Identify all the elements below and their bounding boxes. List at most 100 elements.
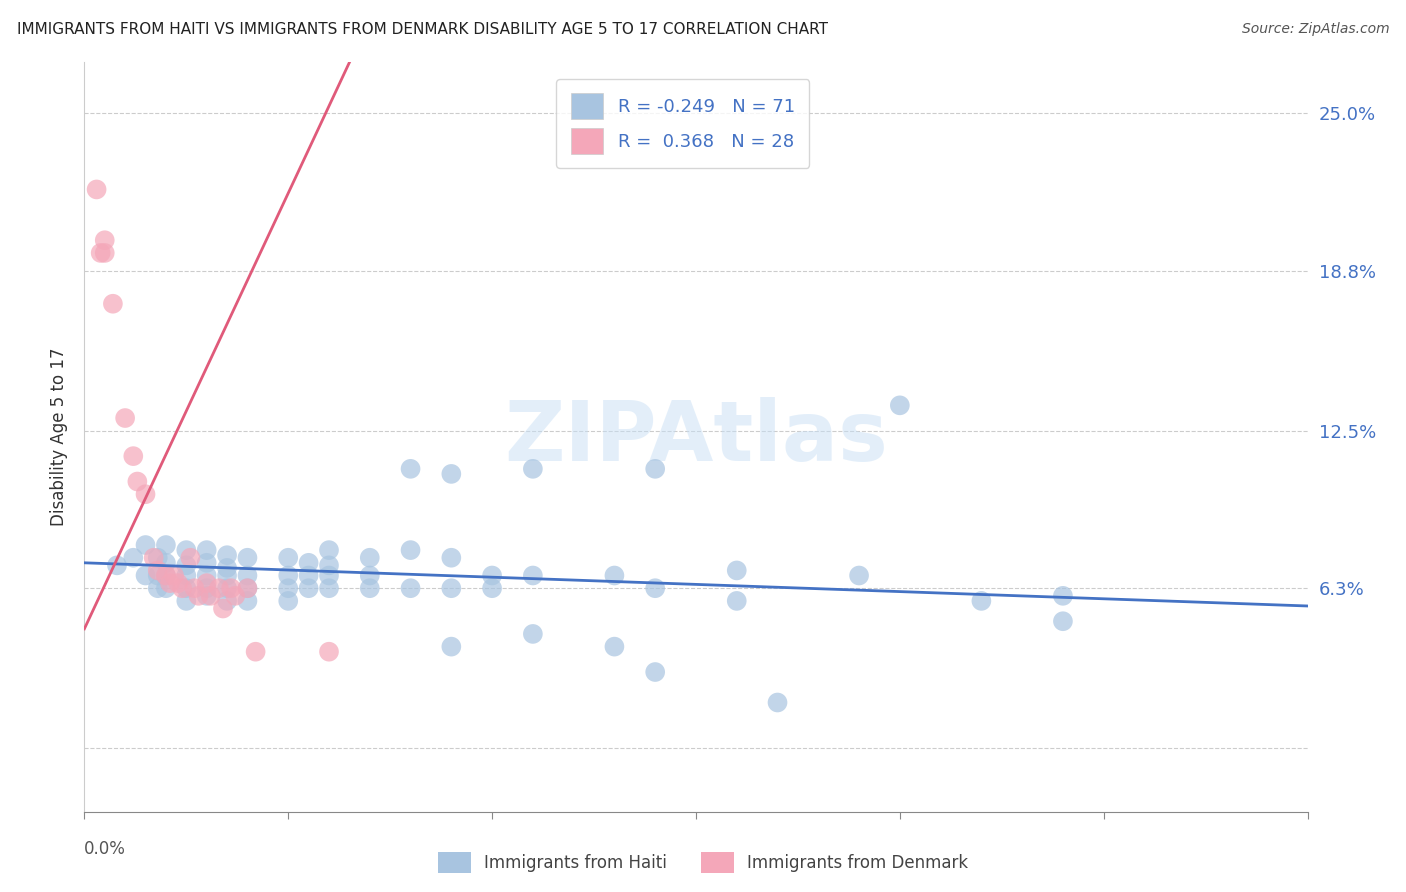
Point [146, 563, 169, 577]
Point [399, 462, 422, 476]
Text: IMMIGRANTS FROM HAITI VS IMMIGRANTS FROM DENMARK DISABILITY AGE 5 TO 17 CORRELAT: IMMIGRANTS FROM HAITI VS IMMIGRANTS FROM… [17, 22, 828, 37]
Point [298, 568, 321, 582]
Point [644, 462, 666, 476]
Point [105, 558, 128, 573]
Point [522, 462, 544, 476]
Point [522, 627, 544, 641]
Point [142, 550, 165, 565]
Point [318, 543, 340, 558]
Point [1052, 614, 1074, 628]
Point [298, 581, 321, 595]
Point [219, 581, 242, 595]
Point [101, 297, 124, 311]
Point [195, 556, 218, 570]
Point [440, 640, 463, 654]
Point [236, 581, 259, 595]
Point [603, 640, 626, 654]
Point [187, 589, 209, 603]
Point [399, 581, 422, 595]
Point [93, 246, 115, 260]
Point [135, 538, 157, 552]
Point [1052, 589, 1074, 603]
Text: ZIPAtlas: ZIPAtlas [503, 397, 889, 477]
Point [236, 568, 259, 582]
Point [195, 581, 218, 595]
Point [481, 581, 503, 595]
Point [725, 594, 748, 608]
Point [167, 576, 190, 591]
Point [212, 601, 235, 615]
Point [195, 568, 218, 582]
Point [163, 568, 186, 582]
Point [245, 645, 267, 659]
Point [217, 581, 239, 595]
Point [522, 568, 544, 582]
Point [217, 594, 239, 608]
Point [440, 550, 463, 565]
Legend: Immigrants from Haiti, Immigrants from Denmark: Immigrants from Haiti, Immigrants from D… [432, 846, 974, 880]
Point [155, 538, 177, 552]
Point [440, 581, 463, 595]
Point [179, 550, 201, 565]
Point [122, 550, 145, 565]
Point [359, 550, 381, 565]
Point [90, 246, 112, 260]
Legend: R = -0.249   N = 71, R =  0.368   N = 28: R = -0.249 N = 71, R = 0.368 N = 28 [557, 79, 810, 168]
Point [174, 558, 197, 573]
Point [172, 581, 194, 595]
Point [298, 556, 321, 570]
Point [277, 550, 299, 565]
Text: Source: ZipAtlas.com: Source: ZipAtlas.com [1241, 22, 1389, 37]
Point [200, 589, 222, 603]
Point [644, 665, 666, 679]
Point [146, 568, 169, 582]
Point [195, 576, 218, 591]
Point [93, 233, 115, 247]
Point [318, 558, 340, 573]
Point [359, 568, 381, 582]
Point [195, 543, 218, 558]
Point [155, 568, 177, 582]
Point [217, 561, 239, 575]
Point [174, 594, 197, 608]
Point [725, 563, 748, 577]
Point [114, 411, 136, 425]
Point [159, 576, 181, 591]
Point [318, 581, 340, 595]
Point [155, 568, 177, 582]
Point [359, 581, 381, 595]
Point [848, 568, 870, 582]
Point [174, 568, 197, 582]
Point [217, 548, 239, 562]
Point [146, 550, 169, 565]
Point [224, 589, 246, 603]
Point [155, 581, 177, 595]
Point [122, 449, 145, 463]
Point [155, 556, 177, 570]
Point [174, 581, 197, 595]
Point [236, 594, 259, 608]
Point [174, 543, 197, 558]
Point [135, 568, 157, 582]
Point [183, 581, 205, 595]
Y-axis label: Disability Age 5 to 17: Disability Age 5 to 17 [49, 348, 67, 526]
Point [135, 487, 157, 501]
Point [217, 568, 239, 582]
Point [766, 696, 789, 710]
Point [970, 594, 993, 608]
Point [644, 581, 666, 595]
Point [318, 645, 340, 659]
Point [277, 581, 299, 595]
Point [277, 568, 299, 582]
Point [440, 467, 463, 481]
Point [208, 581, 231, 595]
Point [146, 581, 169, 595]
Point [889, 398, 911, 412]
Point [127, 475, 149, 489]
Point [318, 568, 340, 582]
Point [236, 550, 259, 565]
Point [236, 581, 259, 595]
Point [195, 589, 218, 603]
Point [86, 182, 108, 196]
Point [277, 594, 299, 608]
